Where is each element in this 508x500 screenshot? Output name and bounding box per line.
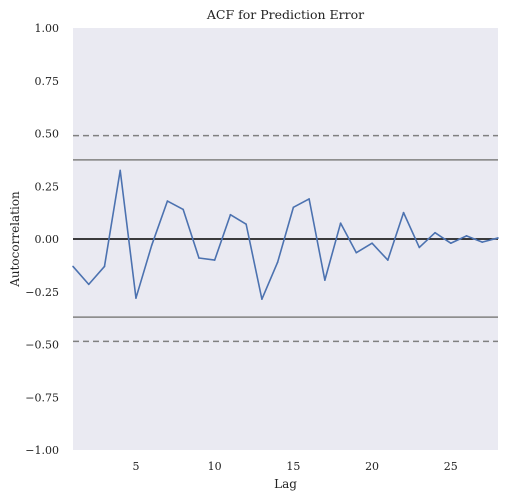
y-tick-label: 0.75	[35, 75, 60, 88]
acf-point	[198, 257, 200, 259]
acf-point	[355, 251, 358, 254]
acf-point	[465, 235, 468, 237]
acf-point	[261, 298, 263, 300]
acf-point	[276, 261, 279, 264]
y-tick-label: −0.25	[25, 286, 59, 299]
acf-point	[324, 279, 326, 281]
acf-point	[213, 259, 216, 261]
chart-title: ACF for Prediction Error	[206, 7, 364, 22]
acf-point	[166, 200, 169, 202]
y-tick-label: 0.50	[35, 128, 60, 141]
acf-point	[434, 231, 436, 234]
x-tick-label: 10	[208, 460, 222, 473]
acf-point	[371, 242, 373, 245]
y-tick-label: −1.00	[25, 444, 59, 457]
x-tick-labels: 5 10 15 20 25	[132, 460, 457, 473]
acf-point	[387, 259, 389, 261]
reference-lines	[73, 134, 498, 343]
x-axis-title: Lag	[274, 477, 297, 491]
x-tick-label: 5	[132, 460, 139, 473]
acf-point	[245, 223, 247, 226]
acf-point	[103, 265, 106, 268]
y-tick-label: 1.00	[35, 22, 60, 35]
acf-point	[497, 237, 499, 239]
x-tick-label: 20	[365, 460, 379, 473]
x-tick-label: 15	[286, 460, 300, 473]
y-tick-label: −0.50	[25, 339, 59, 352]
acf-point	[87, 283, 90, 286]
acf-point	[135, 297, 137, 299]
acf-point	[292, 206, 295, 209]
x-tick-label: 25	[444, 460, 458, 473]
acf-point	[481, 241, 484, 243]
acf-point	[402, 211, 405, 214]
acf-point	[182, 208, 184, 211]
acf-point	[339, 222, 342, 224]
acf-point	[449, 242, 452, 245]
acf-point	[150, 244, 153, 247]
acf-point	[308, 198, 310, 200]
acf-point	[418, 246, 421, 249]
y-tick-label: 0.25	[35, 180, 60, 193]
y-tick-labels: 1.00 0.75 0.50 0.25 0.00 −0.25 −0.50 −0.75 −1.00	[25, 22, 59, 457]
y-tick-label: −0.75	[25, 391, 59, 404]
series-group	[72, 169, 499, 300]
acf-point	[229, 213, 232, 216]
acf-series-line	[72, 169, 499, 300]
acf-point	[72, 265, 74, 268]
acf-point	[119, 169, 122, 172]
y-axis-title: Autocorrelation	[8, 191, 22, 288]
y-tick-label: 0.00	[35, 233, 60, 246]
